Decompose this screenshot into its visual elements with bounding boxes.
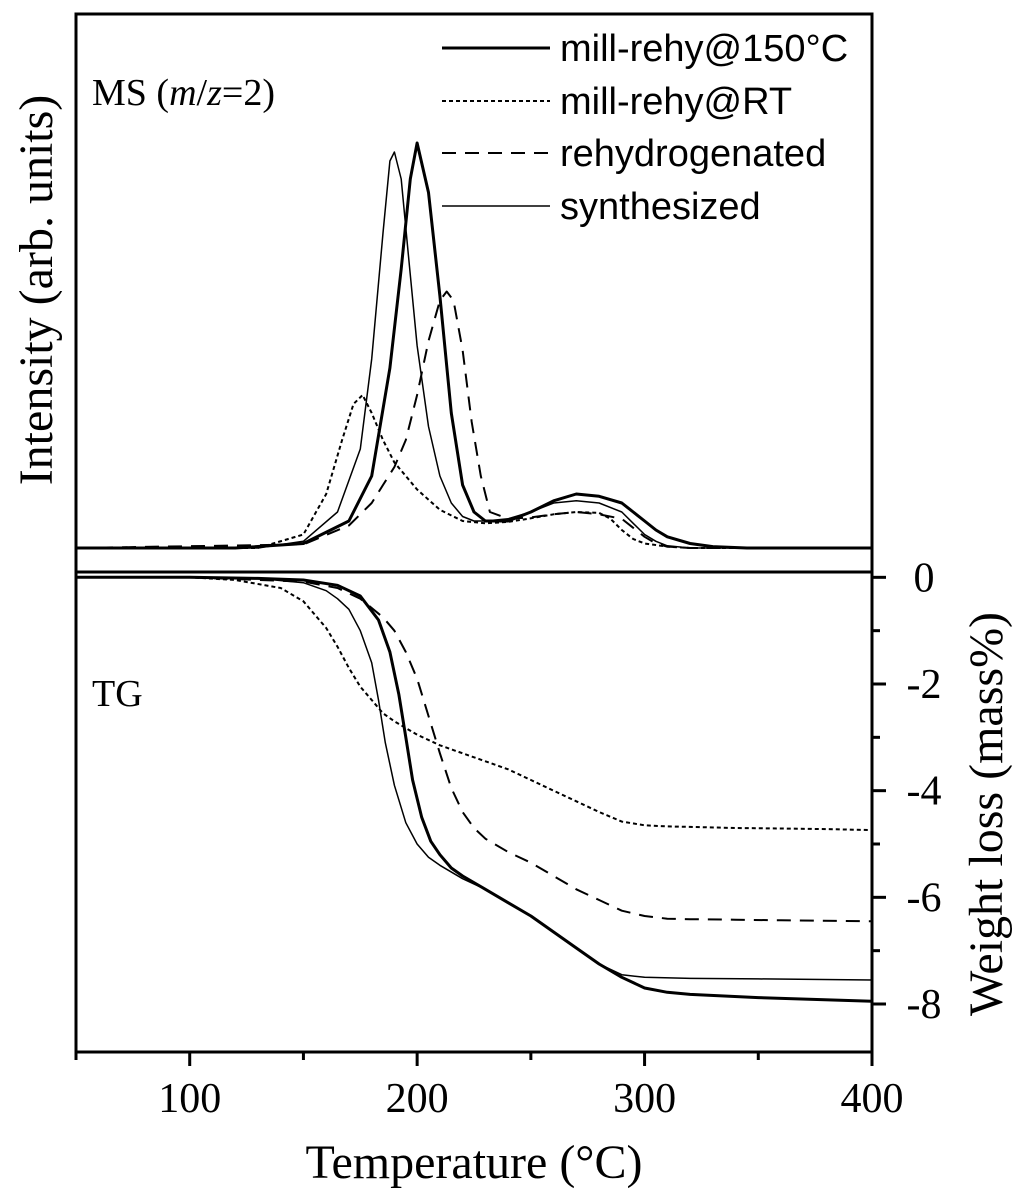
legend-label-mill-rehy-rt: mill-rehy@RT bbox=[560, 81, 792, 123]
x-tick-label-200: 200 bbox=[386, 1076, 449, 1122]
tg-series-mill-rehy-rt bbox=[76, 576, 873, 832]
y-axis-ticks bbox=[872, 575, 886, 1006]
legend-label-synthesized: synthesized bbox=[560, 186, 761, 228]
tg-panel-label: TG bbox=[92, 673, 143, 715]
x-axis-ticks bbox=[74, 1052, 874, 1066]
y-tick-label-0: 0 bbox=[914, 555, 935, 601]
ms-panel-label: MS (m/z=2) bbox=[92, 72, 275, 114]
y-axis-tick-labels: 0 -2 -4 -6 -8 bbox=[907, 555, 942, 1028]
tg-y-axis-title: Weight loss (mass%) bbox=[960, 612, 1013, 1016]
y-tick-label-m4: -4 bbox=[907, 769, 942, 815]
ms-series-mill-rehy-rt bbox=[76, 394, 872, 549]
ms-series-group bbox=[75, 141, 872, 550]
x-tick-label-300: 300 bbox=[613, 1076, 676, 1122]
legend: mill-rehy@150°C mill-rehy@RT rehydrogena… bbox=[442, 28, 848, 228]
legend-label-mill-rehy-150: mill-rehy@150°C bbox=[560, 28, 848, 70]
tg-series-mill-rehy-150-c bbox=[76, 575, 873, 1003]
legend-label-rehydrogenated: rehydrogenated bbox=[560, 133, 826, 175]
plot-frame bbox=[74, 12, 874, 1054]
y-tick-label-m6: -6 bbox=[907, 875, 942, 921]
tg-series-synthesized bbox=[76, 576, 873, 981]
x-tick-label-400: 400 bbox=[841, 1076, 904, 1122]
y-tick-label-m8: -8 bbox=[907, 982, 942, 1028]
x-axis-tick-labels: 100 200 300 400 bbox=[158, 1076, 903, 1122]
ms-series-mill-rehy-150-c bbox=[76, 141, 872, 550]
y-tick-label-m2: -2 bbox=[907, 662, 942, 708]
tg-series-rehydrogenated bbox=[76, 576, 873, 923]
x-tick-label-100: 100 bbox=[158, 1076, 221, 1122]
ms-y-axis-title: Intensity (arb. units) bbox=[10, 95, 63, 486]
ms-series-rehydrogenated bbox=[75, 290, 872, 549]
ms-series-synthesized bbox=[76, 151, 872, 549]
tg-series-group bbox=[76, 575, 873, 1003]
x-axis-title: Temperature (°C) bbox=[305, 1136, 642, 1189]
